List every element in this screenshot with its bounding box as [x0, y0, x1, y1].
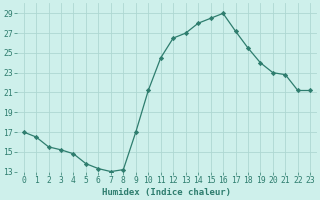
X-axis label: Humidex (Indice chaleur): Humidex (Indice chaleur)	[102, 188, 231, 197]
